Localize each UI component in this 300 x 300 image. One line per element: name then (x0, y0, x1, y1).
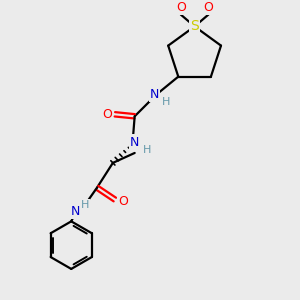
Text: O: O (176, 1, 186, 14)
Text: N: N (130, 136, 140, 148)
Text: O: O (203, 1, 213, 14)
Text: O: O (102, 108, 112, 121)
Text: H: H (162, 98, 171, 107)
Text: N: N (70, 205, 80, 218)
Text: H: H (81, 200, 89, 211)
Text: N: N (150, 88, 159, 101)
Text: O: O (118, 195, 128, 208)
Text: H: H (142, 145, 151, 155)
Text: S: S (190, 20, 199, 33)
